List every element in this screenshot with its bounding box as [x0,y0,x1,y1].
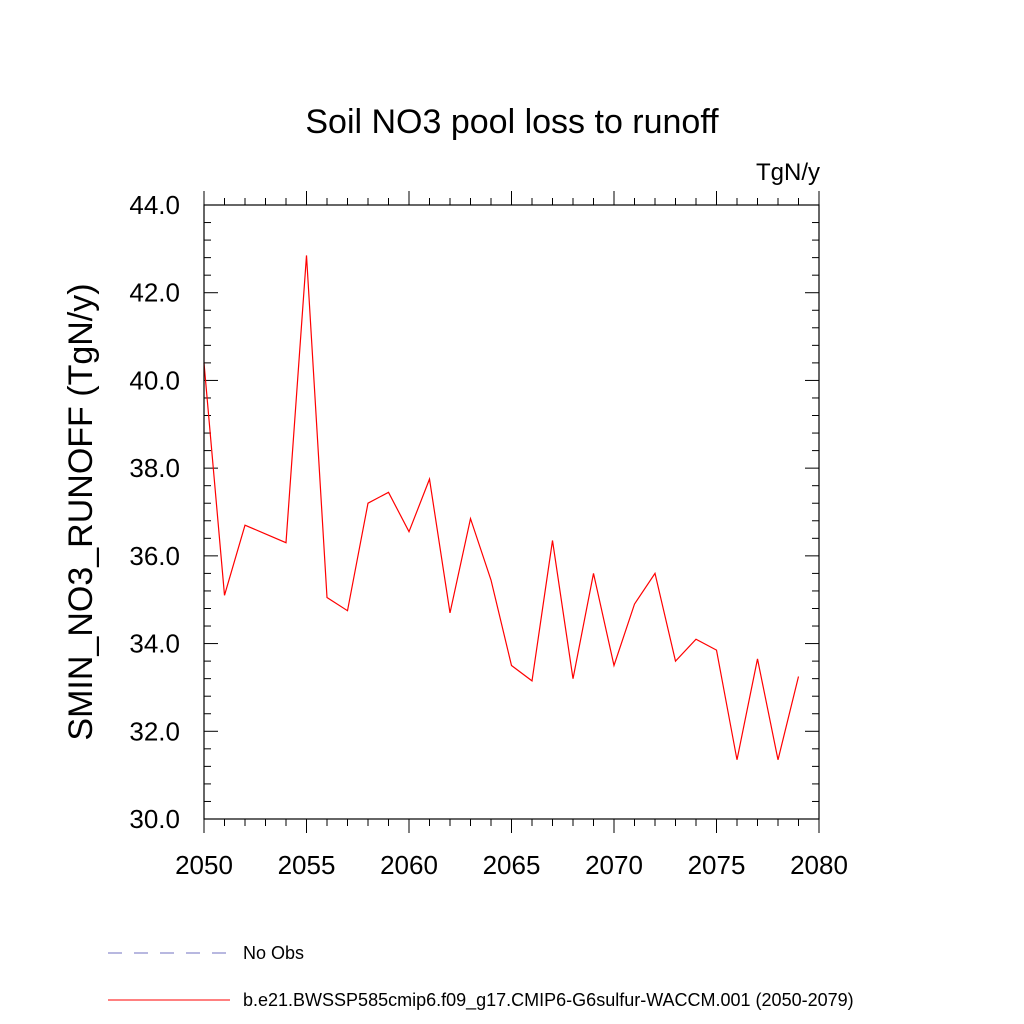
x-tick-label: 2080 [790,850,848,880]
series-line [203,255,800,760]
y-tick-label: 30.0 [129,804,180,834]
units-label: TgN/y [756,159,820,186]
y-tick-label: 40.0 [129,365,180,395]
x-tick-label: 2075 [688,850,746,880]
legend-label-no-obs: No Obs [243,943,304,963]
legend-label-series: b.e21.BWSSP585cmip6.f09_g17.CMIP6-G6sulf… [243,990,854,1011]
chart-title: Soil NO3 pool loss to runoff [305,103,719,141]
y-axis-label: SMIN_NO3_RUNOFF (TgN/y) [62,283,100,740]
series-layer [203,255,800,760]
y-tick-label: 36.0 [129,541,180,571]
axis-ticks [203,191,820,833]
y-tick-label: 38.0 [129,453,180,483]
tick-labels: 2050 2055 2060 2065 2070 2075 2080 30.0 32.0 34.0… [129,190,848,880]
y-tick-label: 42.0 [129,278,180,308]
x-tick-label: 2050 [175,850,233,880]
y-tick-label: 34.0 [129,629,180,659]
x-tick-label: 2065 [483,850,541,880]
x-tick-label: 2070 [585,850,643,880]
y-tick-label: 44.0 [129,190,180,220]
legend: No Obs b.e21.BWSSP585cmip6.f09_g17.CMIP6… [108,943,854,1011]
x-tick-label: 2055 [278,850,336,880]
plot-frame [203,204,820,820]
y-tick-label: 32.0 [129,716,180,746]
x-tick-label: 2060 [380,850,438,880]
